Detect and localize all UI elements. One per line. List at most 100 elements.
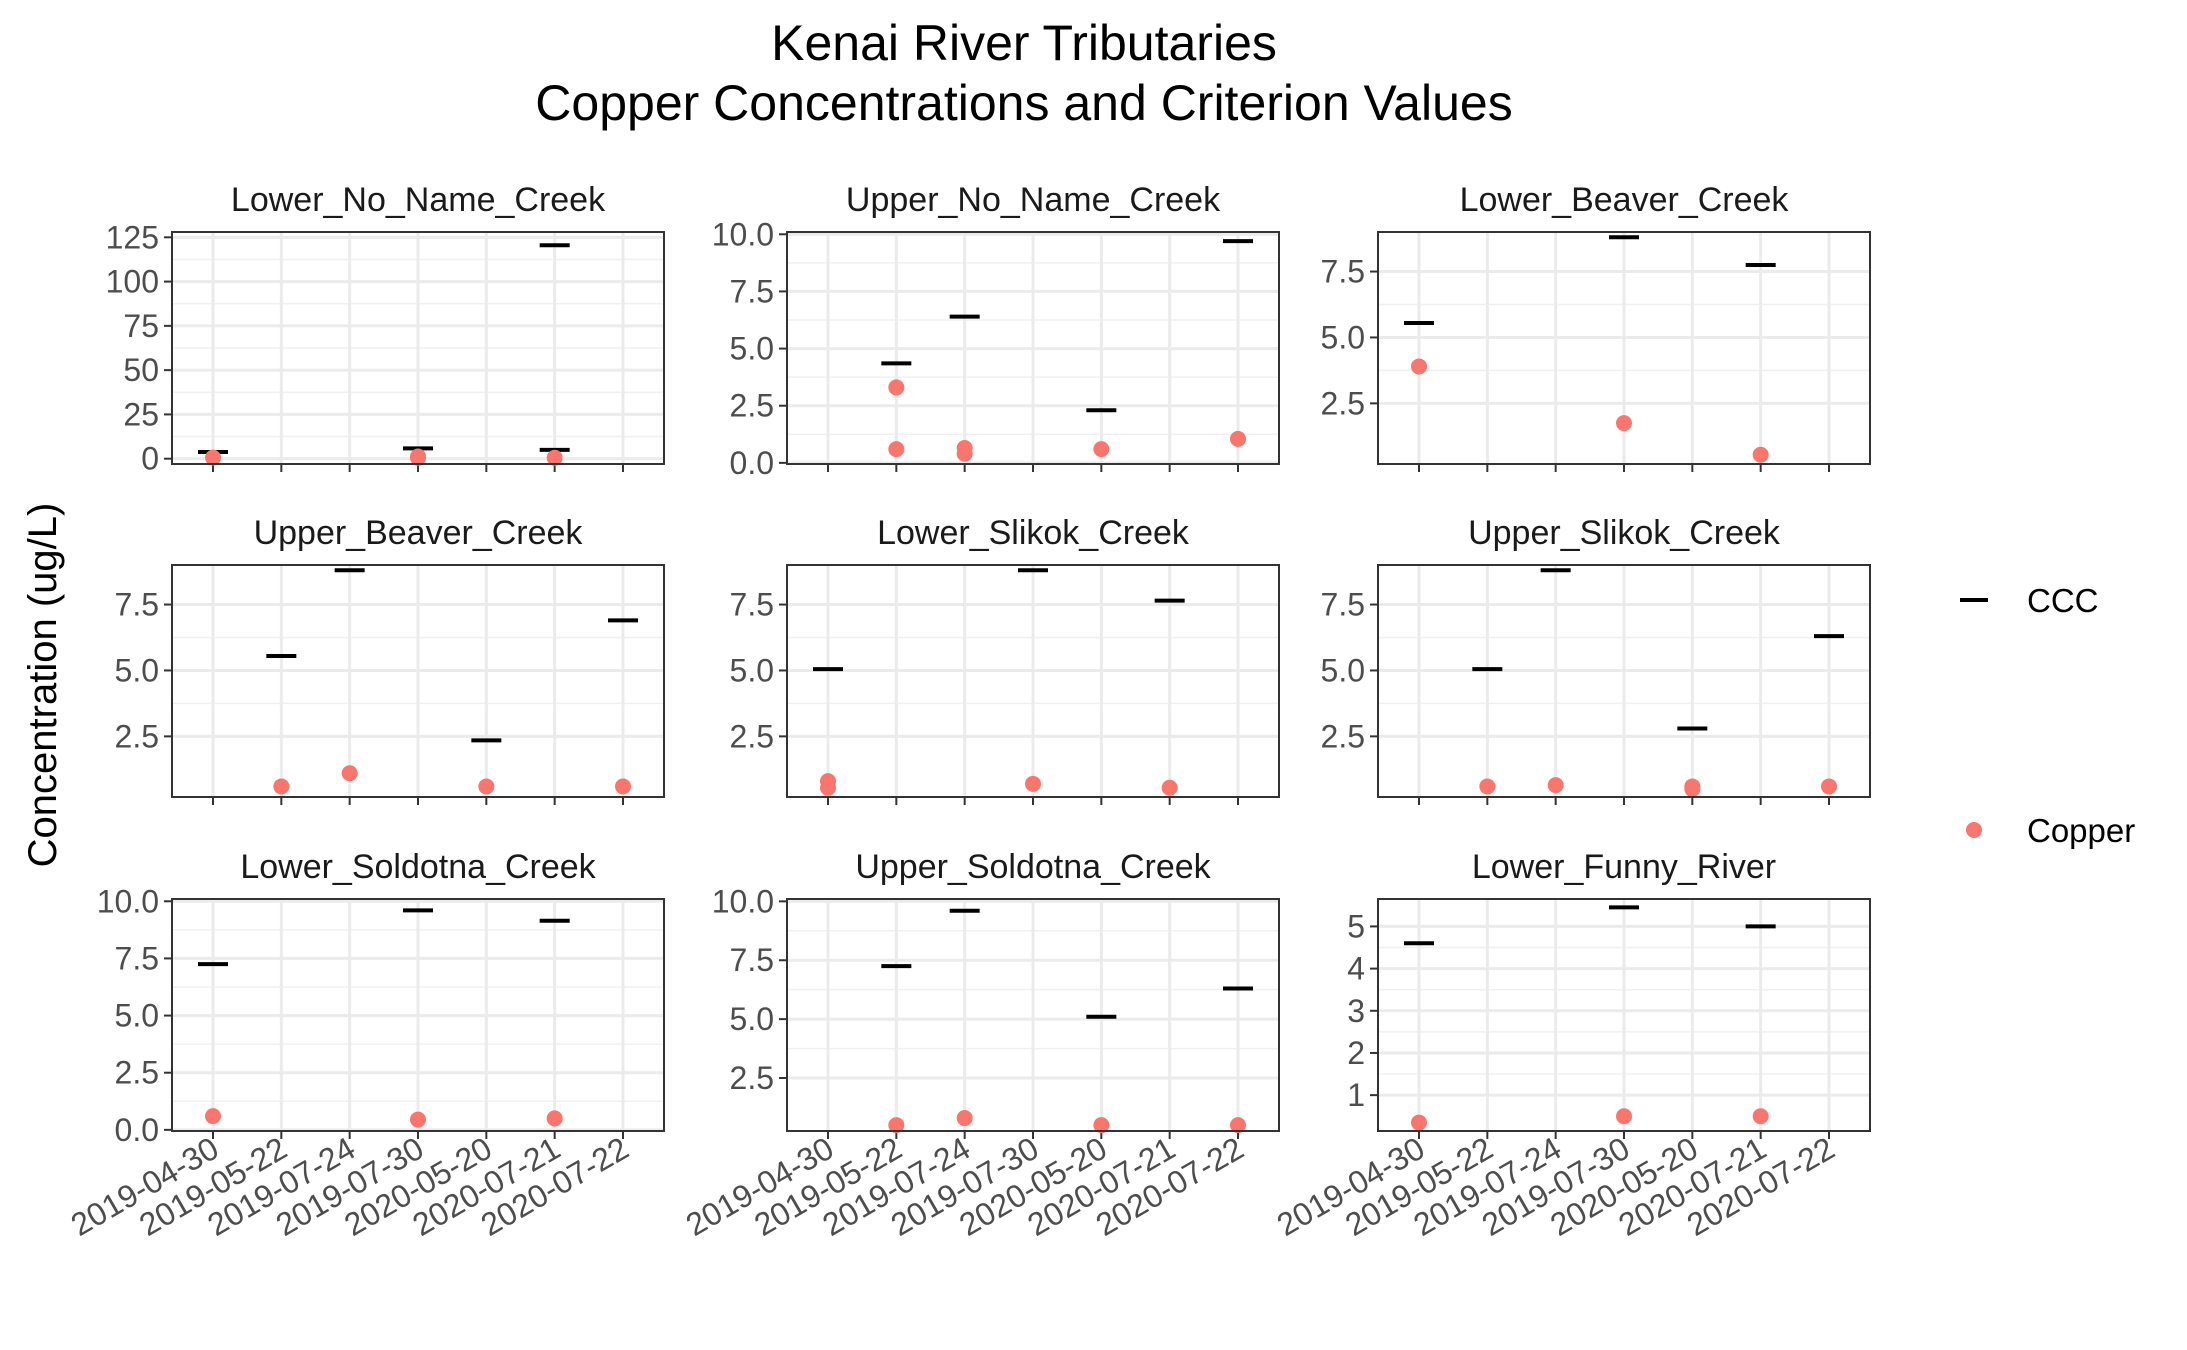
copper-point — [1547, 777, 1564, 794]
y-tick-label: 2.5 — [730, 718, 774, 754]
panel-strip-label: Upper_Slikok_Creek — [1468, 514, 1781, 552]
copper-point — [1230, 1117, 1246, 1134]
y-tick-label: 10.0 — [712, 216, 774, 252]
y-tick-label: 7.5 — [1321, 587, 1365, 623]
y-tick-label: 2.5 — [115, 1055, 159, 1091]
y-tick-label: 5.0 — [1321, 319, 1365, 355]
y-tick-label: 2.5 — [1321, 385, 1365, 421]
panel-border — [1377, 564, 1871, 798]
y-tick-label: 7.5 — [1321, 254, 1365, 290]
panel-upper-slikok-creek: Upper_Slikok_Creek 2.5 5.0 7.5 — [1321, 514, 1871, 805]
panel-strip-label: Lower_Slikok_Creek — [877, 514, 1190, 552]
legend-copper-key — [1966, 822, 1982, 838]
chart-title-line-1: Kenai River Tributaries — [771, 15, 1277, 71]
copper-point — [341, 765, 358, 782]
copper-point — [1411, 358, 1427, 375]
y-tick-label: 2.5 — [730, 1060, 774, 1096]
panel-strip-label: Lower_Beaver_Creek — [1460, 181, 1790, 219]
panel-upper-no-name-creek: Upper_No_Name_Creek 0.0 2.5 5.0 7.5 10.0 — [712, 181, 1280, 481]
copper-point — [410, 449, 426, 466]
copper-point — [1161, 779, 1178, 796]
y-tick-label: 5.0 — [730, 331, 774, 367]
chart-title-line-2: Copper Concentrations and Criterion Valu… — [535, 75, 1512, 131]
y-tick-label: 3 — [1347, 993, 1365, 1029]
y-tick-label: 5.0 — [730, 1001, 774, 1037]
y-tick-label: 75 — [123, 308, 159, 344]
y-tick-label: 0.0 — [730, 445, 774, 481]
y-tick-label: 5 — [1347, 908, 1365, 944]
copper-point — [888, 441, 905, 458]
y-tick-label: 7.5 — [730, 273, 774, 309]
panel-border — [786, 231, 1280, 465]
y-tick-label: 125 — [106, 219, 159, 255]
copper-point — [1093, 441, 1110, 458]
facet-panels: Lower_No_Name_Creek0255075100125Upper_No… — [65, 181, 1871, 1243]
y-tick-label: 1 — [1347, 1077, 1365, 1113]
copper-point — [1752, 446, 1769, 463]
copper-point — [1821, 778, 1837, 795]
panel-border — [1377, 231, 1871, 465]
y-tick-label: 0 — [141, 441, 159, 477]
copper-point — [205, 449, 221, 466]
y-tick-label: 7.5 — [115, 940, 159, 976]
copper-point — [410, 1111, 426, 1128]
y-tick-label: 10.0 — [712, 883, 774, 919]
panel-strip-label: Lower_Soldotna_Creek — [240, 848, 596, 886]
y-tick-label: 5.0 — [1321, 652, 1365, 688]
copper-point — [1230, 430, 1246, 447]
legend-copper-label: Copper — [2027, 812, 2135, 849]
y-tick-label: 5.0 — [115, 652, 159, 688]
copper-point — [956, 1110, 973, 1127]
copper-point — [888, 379, 905, 396]
y-tick-label: 7.5 — [730, 587, 774, 623]
panel-border — [1377, 898, 1871, 1132]
panel-lower-beaver-creek: Lower_Beaver_Creek 2.5 5.0 7.5 — [1321, 181, 1871, 472]
copper-point — [615, 778, 631, 795]
copper-point — [1684, 781, 1701, 798]
copper-point — [1752, 1108, 1769, 1125]
y-axis-title: Concentration (ug/L) — [21, 503, 65, 868]
y-tick-label: 2 — [1347, 1035, 1365, 1071]
panel-border — [171, 231, 665, 465]
copper-point — [1479, 778, 1496, 795]
y-tick-label: 25 — [123, 396, 159, 432]
copper-point — [1025, 775, 1041, 792]
panel-border — [786, 564, 1280, 798]
copper-point — [1093, 1117, 1110, 1134]
copper-point — [1411, 1114, 1427, 1131]
y-tick-label: 4 — [1347, 951, 1365, 987]
copper-point — [956, 445, 973, 462]
y-tick-label: 2.5 — [1321, 718, 1365, 754]
panel-lower-no-name-creek: Lower_No_Name_Creek 0 25 50 75 100 125 — [106, 181, 665, 477]
panel-strip-label: Lower_No_Name_Creek — [231, 181, 606, 219]
y-tick-label: 50 — [123, 352, 159, 388]
panel-border — [171, 898, 665, 1132]
y-tick-label: 7.5 — [115, 587, 159, 623]
copper-point — [205, 1108, 221, 1125]
copper-point — [820, 779, 836, 796]
panel-strip-label: Upper_No_Name_Creek — [846, 181, 1221, 219]
copper-point — [1616, 415, 1632, 432]
copper-point — [888, 1117, 905, 1134]
y-tick-label: 0.0 — [115, 1112, 159, 1148]
copper-point — [273, 778, 290, 795]
copper-point — [478, 778, 495, 795]
panel-upper-beaver-creek: Upper_Beaver_Creek 2.5 5.0 7.5 — [115, 514, 665, 805]
panel-strip-label: Upper_Beaver_Creek — [254, 514, 584, 552]
y-tick-label: 5.0 — [730, 652, 774, 688]
y-tick-label: 7.5 — [730, 942, 774, 978]
legend-ccc-label: CCC — [2027, 582, 2099, 619]
panel-border — [786, 898, 1280, 1132]
y-tick-label: 5.0 — [115, 998, 159, 1034]
y-tick-label: 10.0 — [97, 883, 159, 919]
y-tick-label: 100 — [106, 264, 159, 300]
copper-point — [1616, 1108, 1632, 1125]
panel-border — [171, 564, 665, 798]
legend: CCC Copper — [1960, 582, 2135, 849]
panel-strip-label: Upper_Soldotna_Creek — [855, 848, 1211, 886]
panel-lower-slikok-creek: Lower_Slikok_Creek 2.5 5.0 7.5 — [730, 514, 1280, 805]
y-tick-label: 2.5 — [730, 388, 774, 424]
y-tick-label: 2.5 — [115, 718, 159, 754]
panel-strip-label: Lower_Funny_River — [1472, 848, 1776, 886]
